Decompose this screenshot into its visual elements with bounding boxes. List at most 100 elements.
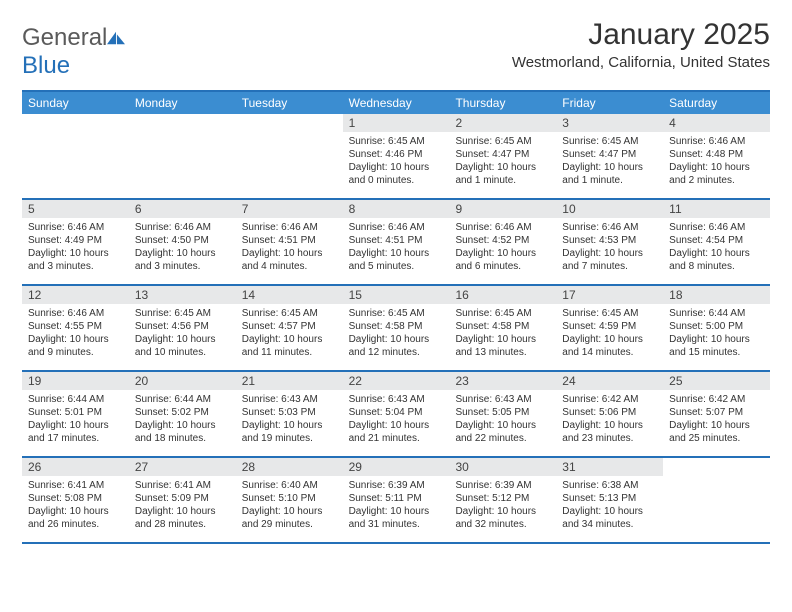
sunrise-text: Sunrise: 6:41 AM: [28, 479, 123, 492]
day-number: 3: [556, 114, 663, 132]
day-body: Sunrise: 6:46 AMSunset: 4:54 PMDaylight:…: [663, 218, 770, 278]
sunset-text: Sunset: 5:07 PM: [669, 406, 764, 419]
day-body: Sunrise: 6:46 AMSunset: 4:53 PMDaylight:…: [556, 218, 663, 278]
day-number: 16: [449, 286, 556, 304]
day-cell: 27Sunrise: 6:41 AMSunset: 5:09 PMDayligh…: [129, 458, 236, 542]
day-cell: 24Sunrise: 6:42 AMSunset: 5:06 PMDayligh…: [556, 372, 663, 456]
sunset-text: Sunset: 4:51 PM: [349, 234, 444, 247]
day-body: Sunrise: 6:43 AMSunset: 5:03 PMDaylight:…: [236, 390, 343, 450]
sunset-text: Sunset: 4:46 PM: [349, 148, 444, 161]
day-body: Sunrise: 6:45 AMSunset: 4:58 PMDaylight:…: [343, 304, 450, 364]
daylight-text-1: Daylight: 10 hours: [349, 505, 444, 518]
sunset-text: Sunset: 5:13 PM: [562, 492, 657, 505]
day-number: 6: [129, 200, 236, 218]
daylight-text-1: Daylight: 10 hours: [562, 419, 657, 432]
day-number: 11: [663, 200, 770, 218]
sunrise-text: Sunrise: 6:44 AM: [135, 393, 230, 406]
header: GeneralBlue January 2025 Westmorland, Ca…: [22, 18, 770, 80]
page-subtitle: Westmorland, California, United States: [512, 54, 770, 71]
sunrise-text: Sunrise: 6:43 AM: [455, 393, 550, 406]
day-number: 8: [343, 200, 450, 218]
daylight-text-1: Daylight: 10 hours: [349, 161, 444, 174]
sunset-text: Sunset: 4:51 PM: [242, 234, 337, 247]
calendar-page: GeneralBlue January 2025 Westmorland, Ca…: [0, 0, 792, 562]
weekday-header: Wednesday: [343, 92, 450, 114]
day-cell: 7Sunrise: 6:46 AMSunset: 4:51 PMDaylight…: [236, 200, 343, 284]
daylight-text-1: Daylight: 10 hours: [242, 333, 337, 346]
sunrise-text: Sunrise: 6:38 AM: [562, 479, 657, 492]
day-cell: 25Sunrise: 6:42 AMSunset: 5:07 PMDayligh…: [663, 372, 770, 456]
sunrise-text: Sunrise: 6:45 AM: [562, 135, 657, 148]
day-body: Sunrise: 6:46 AMSunset: 4:52 PMDaylight:…: [449, 218, 556, 278]
sunrise-text: Sunrise: 6:43 AM: [242, 393, 337, 406]
title-block: January 2025 Westmorland, California, Un…: [512, 18, 770, 71]
day-number: 21: [236, 372, 343, 390]
day-body: Sunrise: 6:41 AMSunset: 5:09 PMDaylight:…: [129, 476, 236, 536]
day-number: 19: [22, 372, 129, 390]
calendar-grid: SundayMondayTuesdayWednesdayThursdayFrid…: [22, 90, 770, 544]
day-cell: 12Sunrise: 6:46 AMSunset: 4:55 PMDayligh…: [22, 286, 129, 370]
day-cell: 20Sunrise: 6:44 AMSunset: 5:02 PMDayligh…: [129, 372, 236, 456]
daylight-text-1: Daylight: 10 hours: [562, 505, 657, 518]
daylight-text-2: and 26 minutes.: [28, 518, 123, 531]
day-number: 23: [449, 372, 556, 390]
day-number: 7: [236, 200, 343, 218]
day-cell: 2Sunrise: 6:45 AMSunset: 4:47 PMDaylight…: [449, 114, 556, 198]
sunrise-text: Sunrise: 6:44 AM: [669, 307, 764, 320]
sunset-text: Sunset: 4:58 PM: [455, 320, 550, 333]
week-row: 12Sunrise: 6:46 AMSunset: 4:55 PMDayligh…: [22, 286, 770, 372]
sunset-text: Sunset: 4:55 PM: [28, 320, 123, 333]
daylight-text-1: Daylight: 10 hours: [562, 247, 657, 260]
sunset-text: Sunset: 5:06 PM: [562, 406, 657, 419]
day-number: 18: [663, 286, 770, 304]
day-body: [22, 118, 129, 126]
day-number: 26: [22, 458, 129, 476]
daylight-text-2: and 9 minutes.: [28, 346, 123, 359]
day-cell: 30Sunrise: 6:39 AMSunset: 5:12 PMDayligh…: [449, 458, 556, 542]
daylight-text-2: and 1 minute.: [562, 174, 657, 187]
daylight-text-1: Daylight: 10 hours: [455, 505, 550, 518]
daylight-text-2: and 8 minutes.: [669, 260, 764, 273]
daylight-text-1: Daylight: 10 hours: [28, 419, 123, 432]
daylight-text-2: and 34 minutes.: [562, 518, 657, 531]
day-body: Sunrise: 6:45 AMSunset: 4:57 PMDaylight:…: [236, 304, 343, 364]
daylight-text-1: Daylight: 10 hours: [28, 247, 123, 260]
day-number: 2: [449, 114, 556, 132]
day-body: Sunrise: 6:46 AMSunset: 4:51 PMDaylight:…: [236, 218, 343, 278]
day-number: 22: [343, 372, 450, 390]
sunset-text: Sunset: 4:56 PM: [135, 320, 230, 333]
day-body: Sunrise: 6:39 AMSunset: 5:12 PMDaylight:…: [449, 476, 556, 536]
sunset-text: Sunset: 4:47 PM: [562, 148, 657, 161]
day-body: Sunrise: 6:40 AMSunset: 5:10 PMDaylight:…: [236, 476, 343, 536]
day-number: 28: [236, 458, 343, 476]
day-cell: [129, 114, 236, 198]
day-cell: 3Sunrise: 6:45 AMSunset: 4:47 PMDaylight…: [556, 114, 663, 198]
sunrise-text: Sunrise: 6:46 AM: [669, 221, 764, 234]
day-body: Sunrise: 6:44 AMSunset: 5:01 PMDaylight:…: [22, 390, 129, 450]
day-body: Sunrise: 6:46 AMSunset: 4:49 PMDaylight:…: [22, 218, 129, 278]
daylight-text-2: and 12 minutes.: [349, 346, 444, 359]
sunset-text: Sunset: 5:04 PM: [349, 406, 444, 419]
day-number: 12: [22, 286, 129, 304]
sunset-text: Sunset: 4:47 PM: [455, 148, 550, 161]
day-cell: 1Sunrise: 6:45 AMSunset: 4:46 PMDaylight…: [343, 114, 450, 198]
day-body: [663, 462, 770, 470]
sunrise-text: Sunrise: 6:45 AM: [135, 307, 230, 320]
day-number: 25: [663, 372, 770, 390]
daylight-text-1: Daylight: 10 hours: [669, 161, 764, 174]
day-cell: 6Sunrise: 6:46 AMSunset: 4:50 PMDaylight…: [129, 200, 236, 284]
sunrise-text: Sunrise: 6:46 AM: [28, 221, 123, 234]
day-body: Sunrise: 6:41 AMSunset: 5:08 PMDaylight:…: [22, 476, 129, 536]
sunrise-text: Sunrise: 6:45 AM: [562, 307, 657, 320]
day-body: Sunrise: 6:43 AMSunset: 5:04 PMDaylight:…: [343, 390, 450, 450]
day-number: 1: [343, 114, 450, 132]
sunrise-text: Sunrise: 6:46 AM: [455, 221, 550, 234]
day-body: Sunrise: 6:45 AMSunset: 4:47 PMDaylight:…: [556, 132, 663, 192]
logo-general: General: [22, 24, 107, 51]
day-body: Sunrise: 6:43 AMSunset: 5:05 PMDaylight:…: [449, 390, 556, 450]
sunset-text: Sunset: 5:02 PM: [135, 406, 230, 419]
day-body: Sunrise: 6:46 AMSunset: 4:51 PMDaylight:…: [343, 218, 450, 278]
daylight-text-2: and 32 minutes.: [455, 518, 550, 531]
daylight-text-2: and 11 minutes.: [242, 346, 337, 359]
daylight-text-1: Daylight: 10 hours: [28, 505, 123, 518]
